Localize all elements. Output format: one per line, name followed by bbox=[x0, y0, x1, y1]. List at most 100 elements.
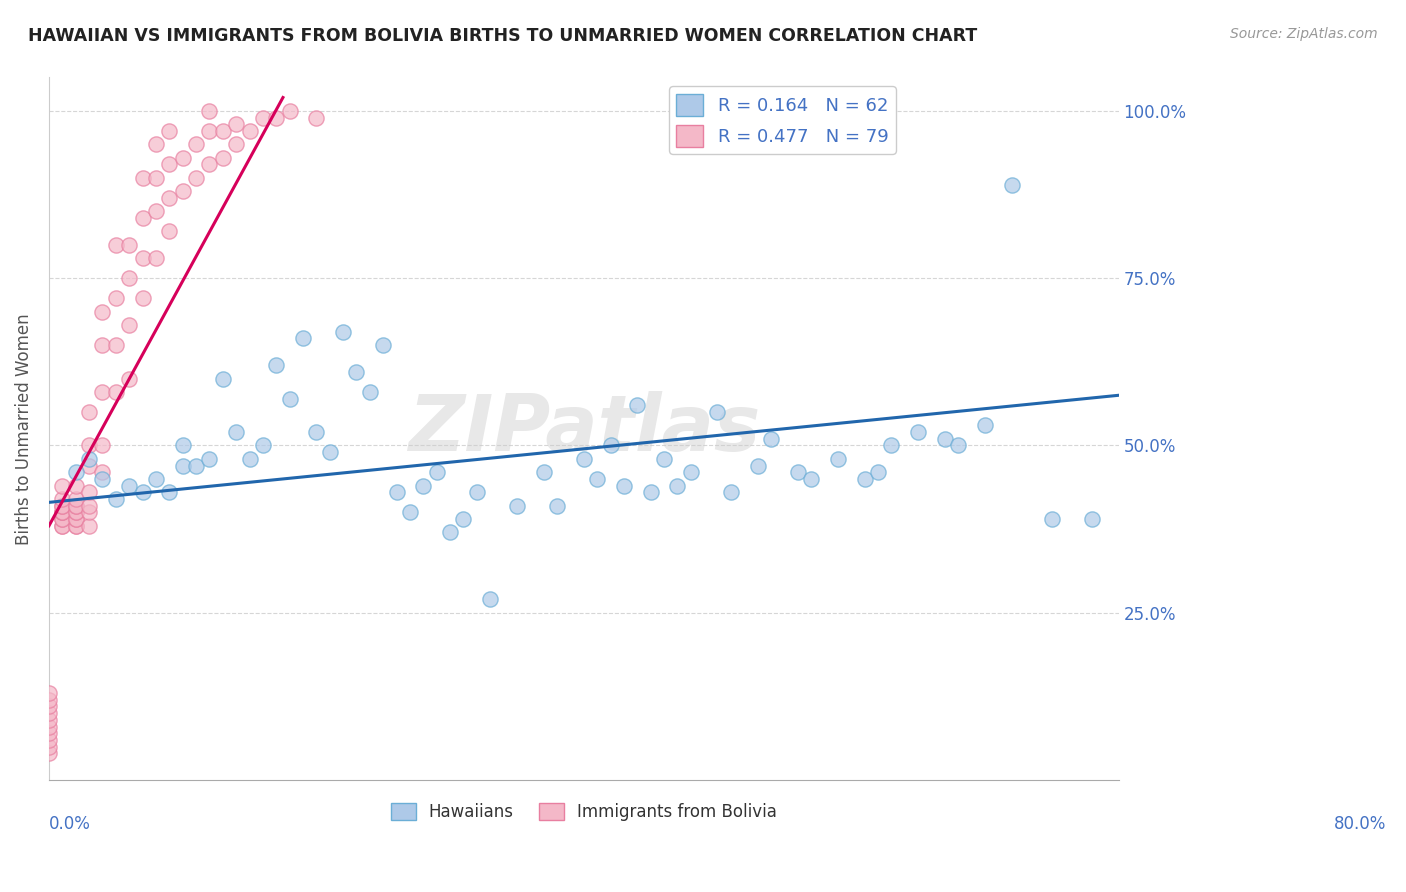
Point bbox=[104, 338, 127, 352]
Point bbox=[907, 425, 929, 439]
Point bbox=[1040, 512, 1063, 526]
Point bbox=[145, 251, 167, 265]
Point bbox=[65, 478, 87, 492]
Point bbox=[439, 525, 461, 540]
Point bbox=[51, 512, 73, 526]
Point bbox=[332, 325, 354, 339]
Point bbox=[626, 398, 648, 412]
Point bbox=[264, 111, 287, 125]
Point bbox=[198, 157, 221, 171]
Point bbox=[104, 384, 127, 399]
Point bbox=[172, 438, 194, 452]
Point bbox=[238, 451, 260, 466]
Point bbox=[853, 472, 876, 486]
Point bbox=[613, 478, 636, 492]
Point bbox=[38, 699, 60, 714]
Point bbox=[599, 438, 621, 452]
Point bbox=[157, 124, 180, 138]
Point bbox=[65, 518, 87, 533]
Point bbox=[720, 485, 742, 500]
Point bbox=[65, 499, 87, 513]
Point bbox=[51, 505, 73, 519]
Point bbox=[946, 438, 969, 452]
Point bbox=[118, 271, 141, 285]
Text: 80.0%: 80.0% bbox=[1334, 815, 1386, 833]
Point bbox=[65, 505, 87, 519]
Point bbox=[51, 499, 73, 513]
Point bbox=[77, 451, 100, 466]
Point bbox=[252, 438, 274, 452]
Point bbox=[198, 103, 221, 118]
Point bbox=[104, 237, 127, 252]
Point bbox=[157, 191, 180, 205]
Point bbox=[292, 331, 315, 345]
Point bbox=[104, 291, 127, 305]
Point bbox=[51, 518, 73, 533]
Point bbox=[145, 472, 167, 486]
Point bbox=[305, 111, 328, 125]
Point bbox=[157, 485, 180, 500]
Point bbox=[77, 405, 100, 419]
Point bbox=[145, 170, 167, 185]
Point bbox=[479, 592, 502, 607]
Point bbox=[412, 478, 434, 492]
Point bbox=[145, 137, 167, 152]
Point bbox=[373, 338, 395, 352]
Point bbox=[91, 472, 114, 486]
Point bbox=[679, 465, 702, 479]
Point bbox=[157, 224, 180, 238]
Point bbox=[211, 371, 233, 385]
Point bbox=[51, 505, 73, 519]
Point bbox=[172, 184, 194, 198]
Point bbox=[319, 445, 342, 459]
Point bbox=[184, 170, 207, 185]
Point bbox=[131, 251, 153, 265]
Point bbox=[38, 726, 60, 740]
Point bbox=[38, 719, 60, 733]
Point bbox=[184, 458, 207, 473]
Point bbox=[51, 491, 73, 506]
Point bbox=[65, 499, 87, 513]
Point bbox=[800, 472, 823, 486]
Point bbox=[225, 137, 247, 152]
Point bbox=[225, 425, 247, 439]
Point bbox=[157, 157, 180, 171]
Point bbox=[172, 458, 194, 473]
Point bbox=[118, 237, 141, 252]
Point bbox=[211, 124, 233, 138]
Point bbox=[973, 418, 995, 433]
Point bbox=[572, 451, 595, 466]
Point bbox=[184, 137, 207, 152]
Point bbox=[38, 713, 60, 727]
Point bbox=[77, 458, 100, 473]
Point bbox=[278, 392, 301, 406]
Point bbox=[786, 465, 808, 479]
Point bbox=[77, 505, 100, 519]
Point bbox=[747, 458, 769, 473]
Point bbox=[104, 491, 127, 506]
Point bbox=[172, 151, 194, 165]
Point bbox=[65, 491, 87, 506]
Point bbox=[118, 371, 141, 385]
Point bbox=[51, 505, 73, 519]
Point bbox=[453, 512, 475, 526]
Point bbox=[38, 692, 60, 706]
Point bbox=[91, 338, 114, 352]
Point bbox=[934, 432, 956, 446]
Point bbox=[211, 151, 233, 165]
Point bbox=[77, 499, 100, 513]
Point bbox=[264, 358, 287, 372]
Text: ZIPatlas: ZIPatlas bbox=[408, 391, 759, 467]
Point bbox=[533, 465, 555, 479]
Point bbox=[77, 438, 100, 452]
Point bbox=[1001, 178, 1024, 192]
Point bbox=[359, 384, 381, 399]
Point bbox=[506, 499, 529, 513]
Point bbox=[145, 204, 167, 219]
Point bbox=[880, 438, 903, 452]
Point bbox=[278, 103, 301, 118]
Point bbox=[706, 405, 728, 419]
Point bbox=[38, 732, 60, 747]
Point bbox=[1081, 512, 1104, 526]
Point bbox=[866, 465, 889, 479]
